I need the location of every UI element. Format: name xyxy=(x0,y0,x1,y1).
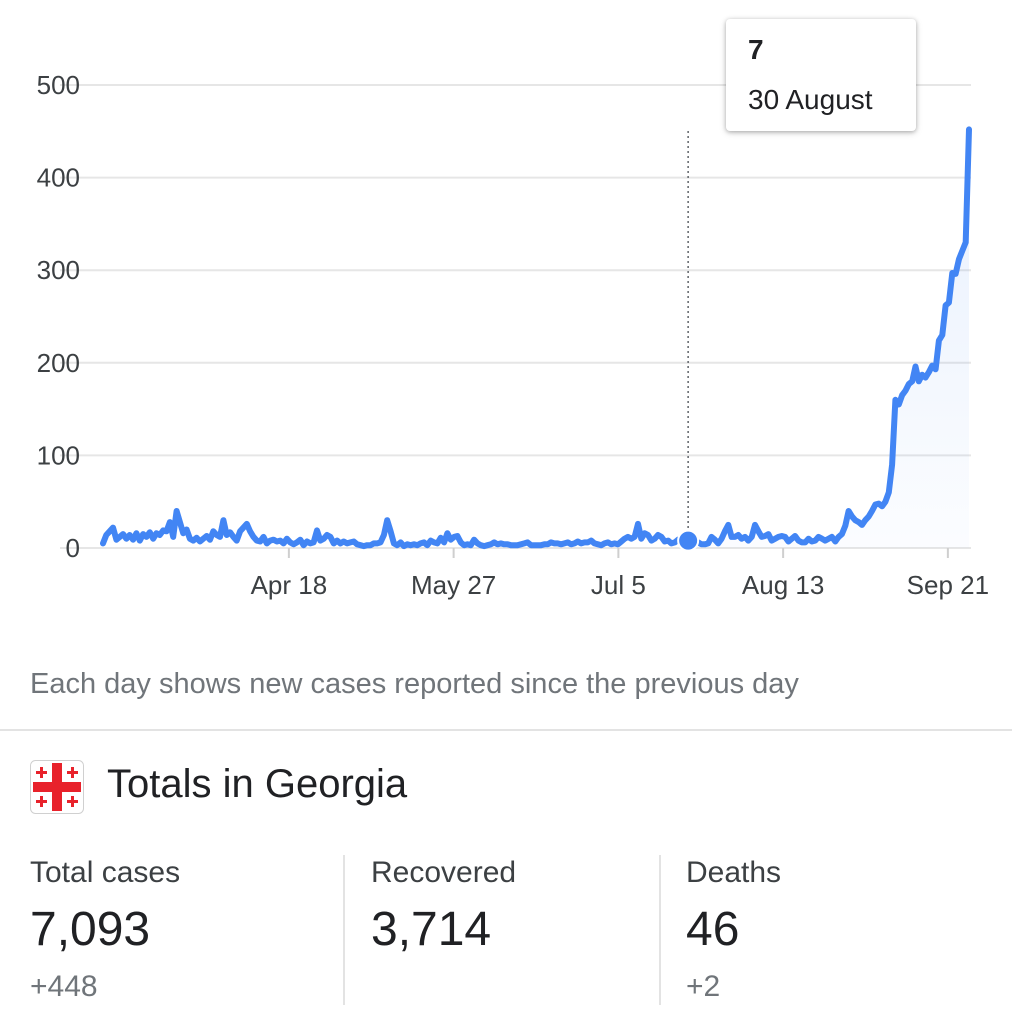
stat-deaths: Deaths 46 +2 xyxy=(686,855,781,1005)
stat-separator xyxy=(659,855,661,1005)
highlight-point[interactable] xyxy=(677,529,700,552)
chart-caption: Each day shows new cases reported since … xyxy=(30,668,799,700)
y-tick-label: 300 xyxy=(37,255,80,285)
stat-total-cases: Total cases 7,093 +448 xyxy=(30,855,180,1005)
x-tick-label: Apr 18 xyxy=(251,570,328,600)
tooltip-date: 30 August xyxy=(748,84,873,115)
stat-label: Deaths xyxy=(686,856,782,889)
y-tick-label: 100 xyxy=(37,440,80,470)
cases-chart[interactable]: 0 100 200 300 400 500 Apr 18 May 27 Jul 5 Aug 13… xyxy=(0,0,1012,620)
stat-label: Total cases xyxy=(30,856,181,889)
series-line[interactable] xyxy=(100,126,972,550)
y-tick-label: 500 xyxy=(37,70,80,100)
georgia-flag-icon xyxy=(30,760,84,814)
series-area xyxy=(688,129,969,548)
stat-recovered: Recovered 3,714 xyxy=(371,855,516,969)
x-tick-label: Jul 5 xyxy=(591,570,646,600)
y-tick-label: 0 xyxy=(66,533,80,563)
stat-change: +448 xyxy=(30,970,98,1003)
section-divider xyxy=(0,729,1012,731)
y-tick-label: 200 xyxy=(37,348,80,378)
stat-value: 3,714 xyxy=(371,903,492,956)
stat-value: 46 xyxy=(686,903,740,956)
chart-tooltip: 7 30 August xyxy=(726,19,916,131)
x-tick-label: Sep 21 xyxy=(907,570,989,600)
totals-title: Totals in Georgia xyxy=(107,762,408,806)
x-tick-label: May 27 xyxy=(411,570,496,600)
stat-separator xyxy=(343,855,345,1005)
stat-change: +2 xyxy=(686,970,721,1003)
stat-value: 7,093 xyxy=(30,903,151,956)
stat-label: Recovered xyxy=(371,856,517,889)
cases-chart-svg[interactable]: 0 100 200 300 400 500 Apr 18 May 27 Jul 5 Aug 13… xyxy=(0,0,1012,620)
tooltip-value: 7 xyxy=(748,34,764,65)
x-tick-label: Aug 13 xyxy=(742,570,824,600)
y-tick-label: 400 xyxy=(37,163,80,193)
